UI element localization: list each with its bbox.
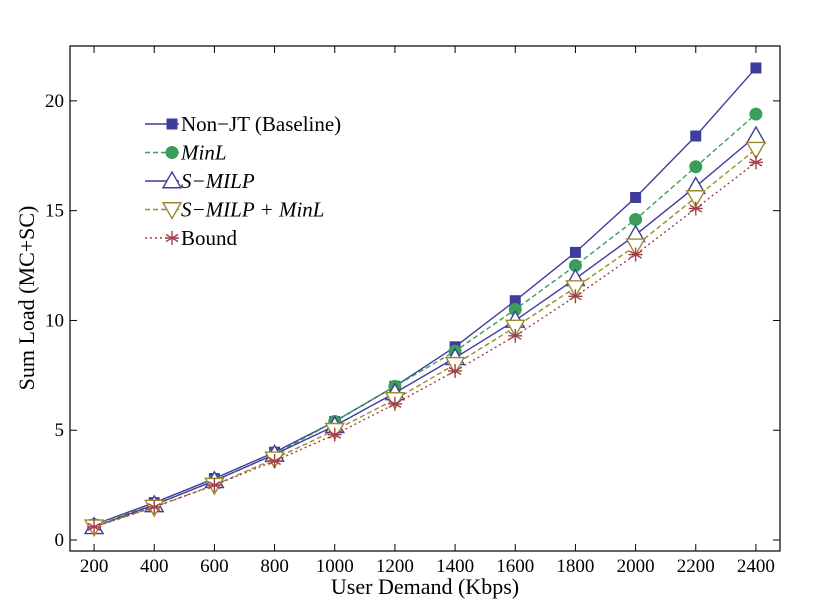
data-point [387,396,402,411]
x-tick-label: 2400 [737,556,775,577]
x-tick-label: 1600 [496,556,534,577]
data-point [147,500,162,515]
legend-marker [161,170,183,189]
y-axis-title: Sum Load (MC+SC) [14,206,39,391]
data-point [629,212,643,226]
x-tick-label: 400 [140,556,169,577]
legend-marker [165,231,179,245]
x-tick-label: 1400 [436,556,474,577]
legend: Non−JT (Baseline) MinL S−MILP S−MILP + MinL… [145,112,341,250]
legend-marker [166,118,178,130]
data-point [690,130,702,142]
data-point [630,192,642,203]
series-layer [83,62,767,538]
x-axis-title: User Demand (Kbps) [331,574,519,599]
data-point [448,363,463,378]
series-4 [87,155,763,534]
data-point [505,319,526,338]
data-point [509,295,521,307]
data-point [569,246,581,258]
legend-label: Bound [181,226,238,250]
data-point [750,62,762,74]
y-tick-label: 20 [45,91,64,112]
legend-marker [165,146,179,159]
y-tick-label: 10 [45,310,64,331]
x-tick-label: 200 [80,556,109,577]
legend-marker [161,202,183,220]
legend-label: S−MILP [181,169,255,193]
series-line [93,67,757,526]
data-point [745,141,767,160]
data-point [689,160,703,174]
legend-item: Non−JT (Baseline) [145,112,341,136]
data-point [508,328,523,343]
y-tick-label: 5 [55,420,65,441]
data-point [749,107,763,121]
data-point [625,238,646,257]
legend-item: S−MILP [145,169,255,193]
plot-frame [69,45,781,552]
x-tick-label: 1000 [316,556,354,577]
data-point [568,259,582,273]
y-tick-label: 0 [55,530,65,551]
legend-label: Non−JT (Baseline) [181,112,341,136]
data-point [628,247,643,262]
data-point [565,280,586,298]
legend-item: S−MILP + MinL [145,198,324,222]
data-point [207,478,222,493]
data-point [327,427,342,442]
x-tick-label: 1800 [556,556,594,577]
x-tick-label: 2000 [617,556,655,577]
legend-label: MinL [180,141,227,165]
legend-label: S−MILP + MinL [181,198,324,222]
data-point [685,190,706,208]
x-tick-label: 1200 [376,556,414,577]
axis-ticks: 200 400 600 800 1000 1200 1400 1600 1800 2000 2200… [45,46,780,577]
x-tick-label: 2200 [677,556,715,577]
series-line [93,161,757,528]
x-tick-label: 800 [260,556,289,577]
data-point [87,519,102,534]
data-point [688,201,703,216]
data-point [745,125,767,144]
data-point [267,453,282,468]
y-tick-label: 15 [45,201,64,222]
series-line [93,135,757,528]
data-point [508,302,522,316]
data-point [568,289,583,304]
legend-item: MinL [145,141,227,165]
x-tick-label: 600 [200,556,229,577]
data-point [748,155,763,170]
legend-item: Bound [145,226,238,250]
